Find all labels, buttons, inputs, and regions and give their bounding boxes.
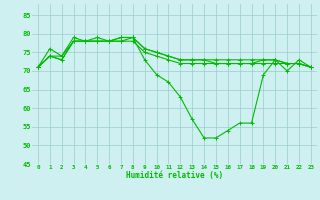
X-axis label: Humidité relative (%): Humidité relative (%) <box>126 171 223 180</box>
